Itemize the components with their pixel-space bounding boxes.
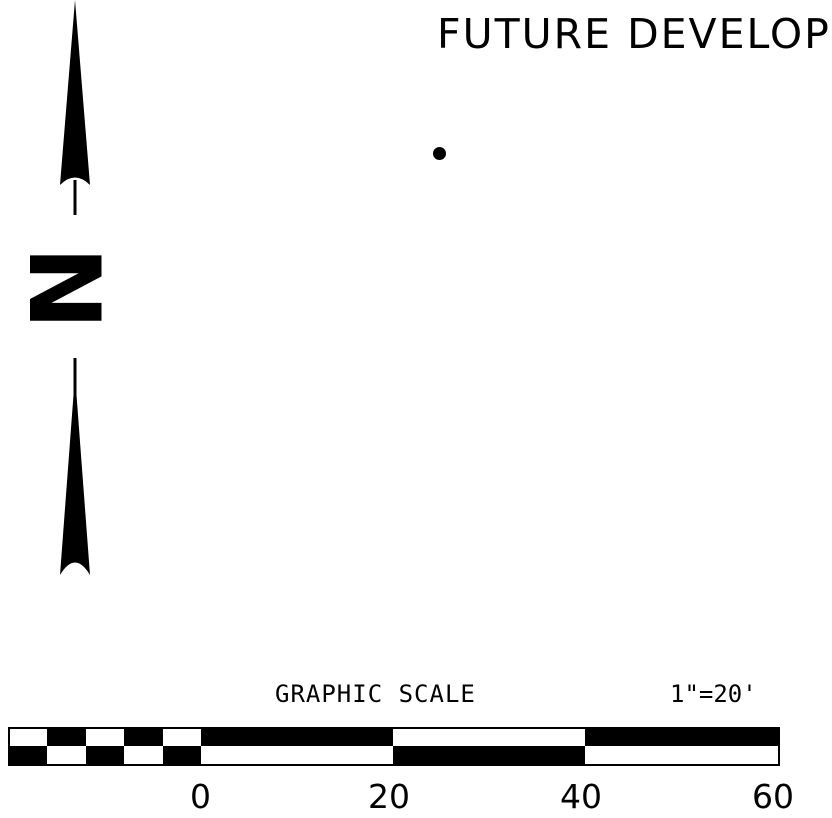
north-arrow-icon: N	[30, 0, 120, 575]
scale-seg	[86, 728, 124, 746]
scale-seg	[393, 746, 585, 765]
scale-seg	[47, 746, 86, 765]
scale-seg	[201, 728, 393, 746]
scale-seg	[9, 728, 47, 746]
scale-seg	[163, 746, 201, 765]
north-arrow-upper-head	[60, 0, 90, 185]
scale-tick-20: 20	[368, 777, 410, 816]
scale-seg	[124, 746, 163, 765]
dot-marker-icon	[433, 147, 446, 160]
graphic-scale-ratio: 1"=20'	[670, 680, 757, 708]
scale-tick-0: 0	[190, 777, 211, 816]
scale-seg	[585, 728, 779, 746]
scale-seg	[393, 728, 585, 746]
scale-seg	[163, 728, 201, 746]
graphic-scale-bar	[8, 727, 780, 766]
scale-seg	[9, 746, 47, 765]
scale-bar-border	[8, 727, 780, 766]
graphic-scale-title: GRAPHIC SCALE	[275, 680, 476, 708]
scale-tick-40: 40	[560, 777, 602, 816]
scale-seg	[124, 728, 163, 746]
scale-seg	[585, 746, 779, 765]
north-arrow-letter: N	[30, 246, 120, 330]
scale-seg	[47, 728, 86, 746]
scale-tick-60: 60	[752, 777, 794, 816]
north-arrow-lower-head	[60, 375, 90, 575]
scale-seg	[201, 746, 393, 765]
scale-seg	[86, 746, 124, 765]
future-development-label: FUTURE DEVELOPM	[437, 10, 832, 58]
